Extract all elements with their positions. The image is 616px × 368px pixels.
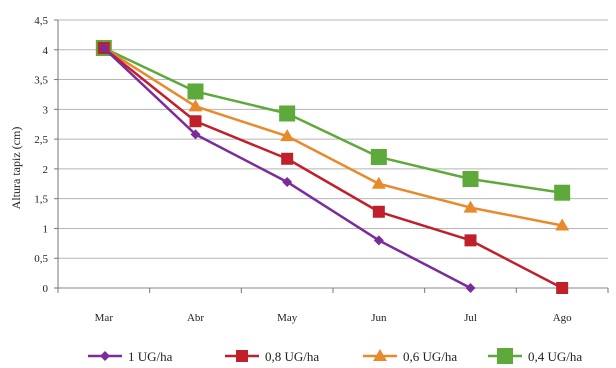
data-point [281, 152, 294, 165]
legend: 1 UG/ha 0,8 UG/ha 0,6 UG/ha 0,4 UG/ha [88, 348, 582, 364]
data-point [370, 148, 387, 165]
legend-label: 0,6 UG/ha [403, 349, 457, 364]
series-0-6-ug-ha [96, 40, 570, 231]
legend-item: 0,6 UG/ha [363, 349, 457, 364]
legend-marker [100, 351, 110, 361]
legend-item: 0,8 UG/ha [225, 349, 319, 364]
data-point [465, 283, 476, 293]
series-group [95, 39, 571, 294]
data-point [282, 176, 293, 187]
legend-marker [497, 348, 513, 364]
x-tick-label: May [277, 312, 298, 324]
data-point [463, 200, 478, 213]
legend-label: 0,4 UG/ha [528, 349, 582, 364]
legend-label: 0,8 UG/ha [265, 349, 319, 364]
x-tick-label: Abr [187, 312, 204, 324]
data-point [373, 235, 384, 246]
x-tick-label: Jun [371, 312, 387, 324]
data-point [187, 83, 204, 100]
legend-label: 1 UG/ha [128, 349, 173, 364]
series-1-ug-ha [98, 42, 476, 293]
data-point [190, 129, 201, 140]
y-tick-label: 2,5 [34, 134, 48, 146]
x-axis: Mar Abr May Jun Jul Ago [57, 288, 609, 324]
y-tick-label: 4,5 [34, 15, 48, 27]
data-point [280, 129, 295, 142]
series-line [103, 47, 563, 290]
y-tick-label: 1 [43, 223, 49, 235]
y-tick-label: 2 [43, 164, 49, 176]
data-point [555, 218, 570, 231]
data-point [554, 184, 571, 201]
x-tick-label: Ago [553, 312, 572, 324]
data-point [279, 105, 296, 122]
data-point [98, 42, 109, 53]
x-tick-label: Jul [464, 312, 477, 324]
y-tick-label: 0,5 [34, 253, 48, 265]
x-tick-label: Mar [95, 312, 114, 324]
series-line [103, 46, 563, 194]
data-point [188, 99, 203, 112]
y-tick-label: 3 [43, 104, 49, 116]
data-point [462, 171, 479, 188]
y-tick-label: 0 [43, 283, 49, 295]
data-point [464, 234, 477, 247]
gridlines [58, 19, 608, 289]
y-tick-label: 3,5 [34, 75, 48, 87]
y-tick-label: 4 [43, 45, 49, 57]
legend-item: 1 UG/ha [88, 349, 173, 364]
data-point [371, 176, 386, 189]
data-point [372, 205, 385, 218]
y-tick-label: 1,5 [34, 194, 48, 206]
legend-marker [236, 350, 248, 362]
series-line [103, 46, 563, 227]
data-point [556, 282, 569, 294]
y-axis-title: Altura tapiz (cm) [9, 127, 23, 210]
data-point [189, 115, 202, 128]
series-0-4-ug-ha [95, 39, 571, 201]
y-axis: 0 0,5 1 1,5 2 2,5 3 3,5 4 4,5 [34, 15, 59, 295]
legend-item: 0,4 UG/ha [488, 348, 582, 364]
legend-marker [373, 349, 387, 361]
